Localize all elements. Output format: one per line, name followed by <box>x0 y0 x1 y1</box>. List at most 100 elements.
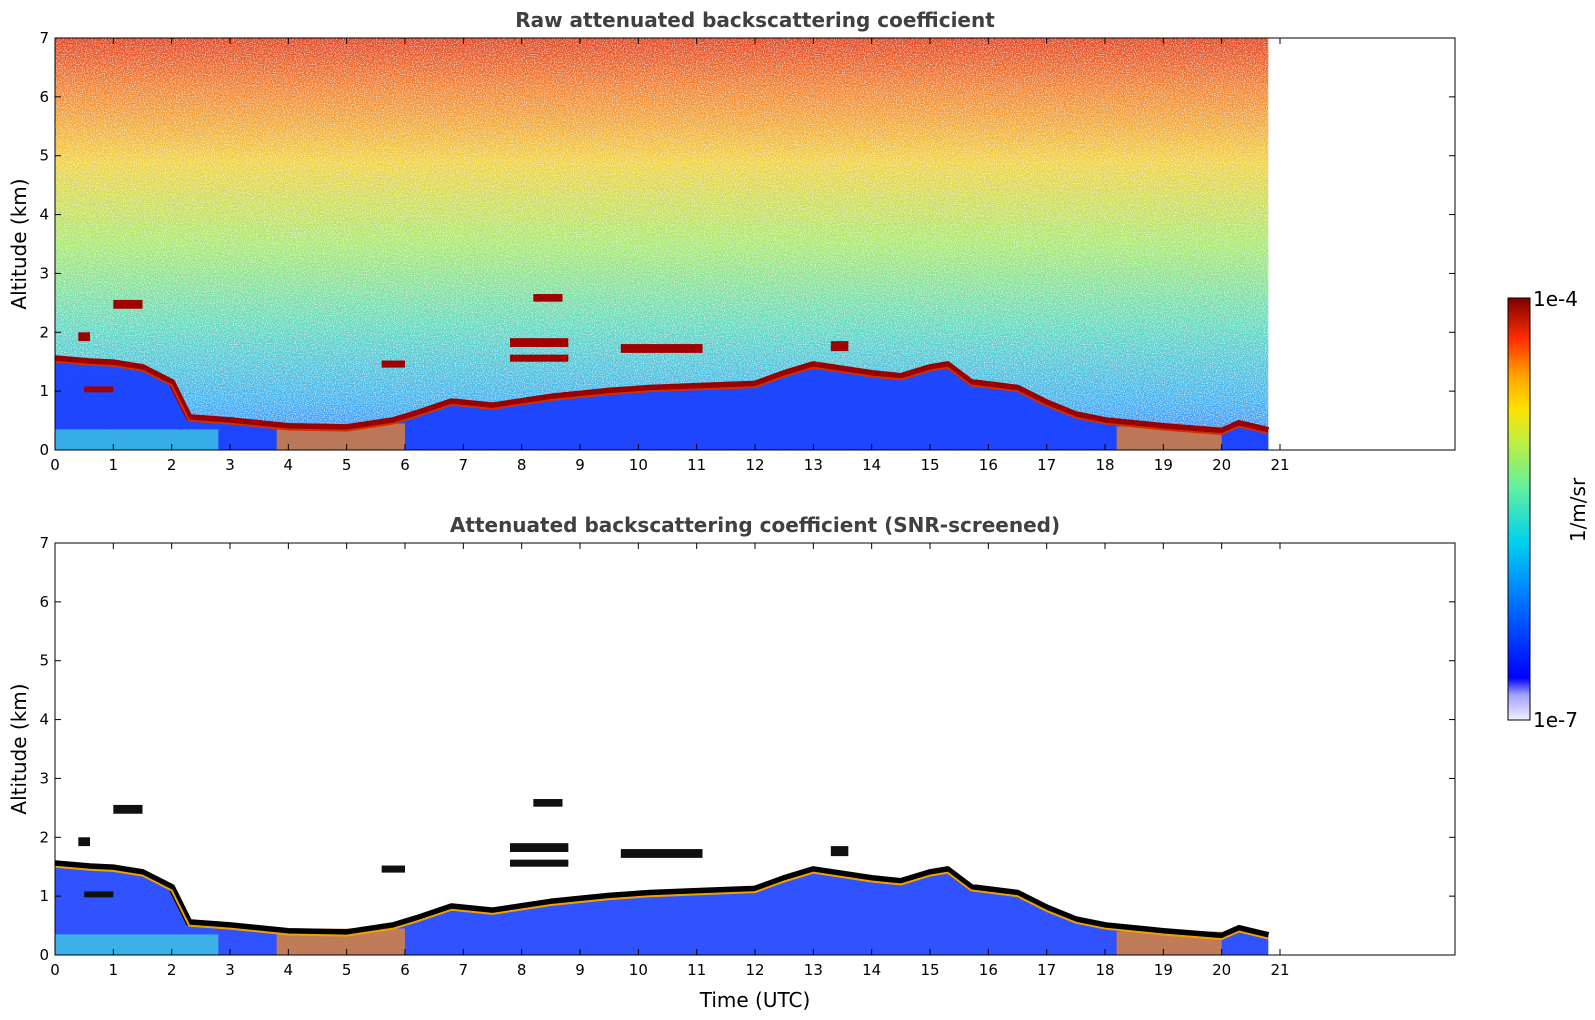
x-tick-label: 19 <box>1154 456 1173 474</box>
top-noise-speckle <box>55 38 1269 450</box>
top-heatmap <box>55 38 1270 450</box>
x-tick-label: 7 <box>459 456 469 474</box>
x-tick-label: 6 <box>400 456 410 474</box>
y-tick-label: 1 <box>39 887 49 905</box>
aerosol-patch <box>55 934 219 955</box>
x-tick-label: 10 <box>629 456 648 474</box>
aerosol-patch <box>55 429 219 450</box>
elevated-cloud-layer <box>533 799 563 807</box>
x-tick-label: 10 <box>629 961 648 979</box>
top-y-axis-label: Altitude (km) <box>7 178 31 309</box>
cloud-base-edge <box>55 865 1269 941</box>
bottom-panel-title: Attenuated backscattering coefficient (S… <box>450 513 1060 537</box>
bottom-cloud-layers <box>55 799 1270 955</box>
x-tick-label: 20 <box>1212 961 1231 979</box>
elevated-cloud-layer <box>830 341 849 352</box>
y-tick-label: 7 <box>39 29 49 47</box>
elevated-cloud-layer <box>78 332 90 342</box>
x-tick-label: 12 <box>745 961 764 979</box>
x-tick-label: 21 <box>1270 961 1289 979</box>
x-tick-label: 16 <box>979 456 998 474</box>
x-tick-label: 4 <box>284 456 294 474</box>
x-tick-label: 0 <box>50 456 60 474</box>
bottom-x-axis: 0 1 2 3 4 5 6 7 8 9 10 11 12 13 14 15 16 17 18 19 20 21 <box>50 543 1290 979</box>
colorbar-max-label: 1e-4 <box>1533 287 1578 311</box>
x-tick-label: 19 <box>1154 961 1173 979</box>
y-tick-label: 0 <box>39 946 49 964</box>
top-y-axis: 0 1 2 3 4 5 6 7 <box>39 29 1455 459</box>
elevated-cloud-layer <box>830 846 849 857</box>
y-tick-label: 6 <box>39 88 49 106</box>
x-tick-label: 17 <box>1037 456 1056 474</box>
x-tick-label: 3 <box>225 961 235 979</box>
elevated-cloud-layer <box>510 843 569 852</box>
y-tick-label: 5 <box>39 147 49 165</box>
elevated-cloud-layer <box>84 386 114 393</box>
top-panel-title: Raw attenuated backscattering coefficien… <box>515 8 995 32</box>
colorbar-unit-label: 1/m/sr <box>1566 477 1590 542</box>
top-x-axis: 0 1 2 3 4 5 6 7 8 9 10 11 12 13 14 15 16 17 18 19 20 21 <box>50 38 1290 474</box>
elevated-cloud-layer <box>510 354 569 362</box>
x-tick-label: 4 <box>284 961 294 979</box>
y-tick-label: 4 <box>39 206 49 224</box>
elevated-cloud-layer <box>533 294 563 302</box>
x-tick-label: 2 <box>167 961 177 979</box>
bottom-x-axis-label: Time (UTC) <box>699 988 811 1012</box>
y-tick-label: 2 <box>39 323 49 341</box>
x-tick-label: 21 <box>1270 456 1289 474</box>
x-tick-label: 8 <box>517 456 527 474</box>
elevated-cloud-layer <box>620 849 703 858</box>
x-tick-label: 9 <box>575 456 585 474</box>
y-tick-label: 7 <box>39 534 49 552</box>
cloud-base-line <box>55 860 1270 940</box>
x-tick-label: 1 <box>109 456 119 474</box>
x-tick-label: 2 <box>167 456 177 474</box>
elevated-cloud-layer <box>84 891 114 898</box>
y-tick-label: 2 <box>39 828 49 846</box>
x-tick-label: 7 <box>459 961 469 979</box>
x-tick-label: 5 <box>342 456 352 474</box>
x-tick-label: 17 <box>1037 961 1056 979</box>
raw-backscatter-panel: Raw attenuated backscattering coefficien… <box>7 8 1456 474</box>
x-tick-label: 15 <box>920 961 939 979</box>
y-tick-label: 3 <box>39 264 49 282</box>
y-tick-label: 1 <box>39 382 49 400</box>
x-tick-label: 9 <box>575 961 585 979</box>
bottom-y-axis: 0 1 2 3 4 5 6 7 <box>39 534 1455 964</box>
elevated-cloud-layer <box>113 299 143 309</box>
cloud-base-edge <box>55 360 1269 436</box>
boundary-layer-region <box>55 863 1269 955</box>
y-tick-label: 0 <box>39 441 49 459</box>
top-cloud-layers <box>55 294 1270 450</box>
x-tick-label: 11 <box>687 456 706 474</box>
x-tick-label: 15 <box>920 456 939 474</box>
y-tick-label: 3 <box>39 769 49 787</box>
x-tick-label: 14 <box>862 961 881 979</box>
x-tick-label: 14 <box>862 456 881 474</box>
elevated-cloud-layer <box>381 360 405 368</box>
bottom-y-axis-label: Altitude (km) <box>7 683 31 814</box>
x-tick-label: 18 <box>1095 961 1114 979</box>
colorbar-gradient <box>1507 297 1531 721</box>
x-tick-label: 1 <box>109 961 119 979</box>
elevated-cloud-layer <box>620 344 703 353</box>
y-tick-label: 6 <box>39 593 49 611</box>
elevated-cloud-layer <box>510 338 569 347</box>
x-tick-label: 16 <box>979 961 998 979</box>
elevated-cloud-layer <box>381 865 405 873</box>
y-tick-label: 4 <box>39 711 49 729</box>
x-tick-label: 8 <box>517 961 527 979</box>
cloud-base-line <box>55 355 1270 435</box>
x-tick-label: 13 <box>804 456 823 474</box>
elevated-cloud-layer <box>113 804 143 814</box>
x-tick-label: 12 <box>745 456 764 474</box>
x-tick-label: 20 <box>1212 456 1231 474</box>
y-tick-label: 5 <box>39 652 49 670</box>
colorbar-min-label: 1e-7 <box>1533 708 1578 732</box>
x-tick-label: 0 <box>50 961 60 979</box>
colorbar: 1e-4 1e-7 1/m/sr <box>1507 287 1590 732</box>
x-tick-label: 6 <box>400 961 410 979</box>
x-tick-label: 5 <box>342 961 352 979</box>
elevated-cloud-layer <box>510 859 569 867</box>
